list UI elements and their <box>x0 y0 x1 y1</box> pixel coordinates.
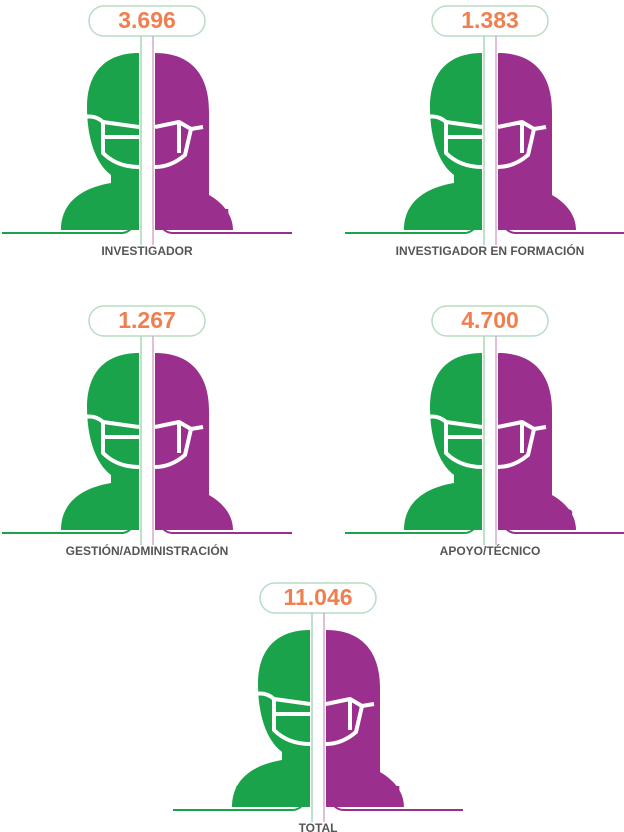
group-label: APOYO/TÉCNICO <box>440 543 541 558</box>
male-value: 509 <box>83 504 121 530</box>
infographic: 3.696 2.282 1.414 INVESTIGADOR 1.383 684 699 IN… <box>0 0 624 832</box>
total-value: 11.046 <box>283 584 352 610</box>
figure-group: 11.046 5.592 5.454 TOTAL <box>173 583 463 832</box>
female-value: 1.414 <box>173 204 231 230</box>
male-value: 684 <box>426 204 465 230</box>
figure-group: 1.383 684 699 INVESTIGADOR EN FORMACIÓN <box>345 6 624 258</box>
total-value: 1.383 <box>461 7 519 33</box>
total-value: 3.696 <box>118 7 176 33</box>
total-value: 4.700 <box>461 307 519 333</box>
figure-group: 3.696 2.282 1.414 INVESTIGADOR <box>2 6 292 258</box>
group-label: GESTIÓN/ADMINISTRACIÓN <box>66 543 229 558</box>
group-label: INVESTIGADOR EN FORMACIÓN <box>396 243 585 258</box>
group-label: INVESTIGADOR <box>101 244 193 258</box>
male-value: 2.282 <box>63 204 121 230</box>
figure-group: 1.267 509 758 GESTIÓN/ADMINISTRACIÓN <box>2 306 292 558</box>
male-value: 5.592 <box>234 781 292 807</box>
figure-group: 4.700 2.117 2.583 APOYO/TÉCNICO <box>345 306 624 558</box>
female-value: 758 <box>173 504 212 530</box>
female-value: 2.583 <box>516 504 574 530</box>
group-label: TOTAL <box>299 821 338 832</box>
female-value: 5.454 <box>344 781 402 807</box>
female-value: 699 <box>516 204 554 230</box>
total-value: 1.267 <box>118 307 176 333</box>
male-value: 2.117 <box>408 504 464 530</box>
